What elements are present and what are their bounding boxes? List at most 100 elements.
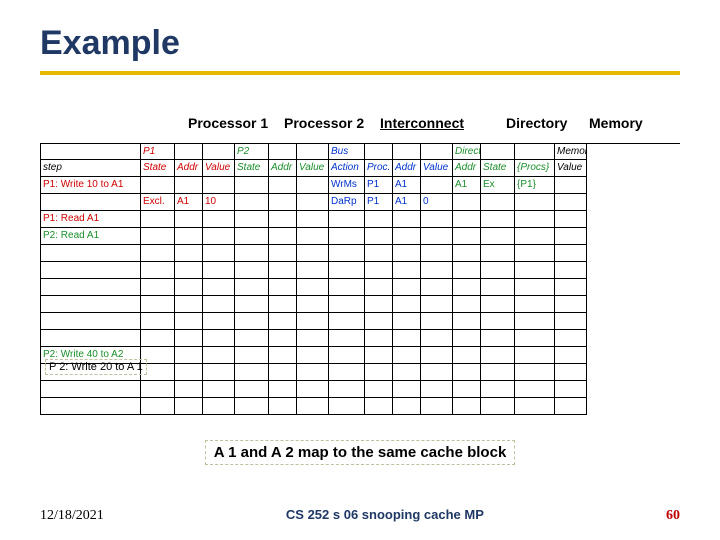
table-row: P2: Read A1 (41, 228, 680, 245)
cell: Ex (481, 177, 515, 194)
table-row (41, 262, 680, 279)
cell (515, 296, 555, 313)
cell (393, 330, 421, 347)
cell (203, 211, 235, 228)
cell (365, 364, 393, 381)
cell (297, 398, 329, 415)
cell (515, 228, 555, 245)
cell (297, 279, 329, 296)
cell (515, 398, 555, 415)
cell (515, 347, 555, 364)
hdr-blank (481, 144, 515, 160)
cell (203, 296, 235, 313)
slide-title: Example (40, 24, 680, 63)
cell-step: P1: Write 10 to A1 (41, 177, 141, 194)
cell (481, 245, 515, 262)
hcol-p2-addr: Addr (269, 160, 297, 177)
cell (421, 313, 453, 330)
table-header-row-2: step State Addr Value State Addr Value A… (41, 160, 680, 177)
cell (41, 313, 141, 330)
label-processor-1: Processor 1 (188, 115, 268, 131)
cell: Excl. (141, 194, 175, 211)
cell (329, 313, 365, 330)
cell (235, 381, 269, 398)
cell (481, 330, 515, 347)
cell (235, 330, 269, 347)
cell (453, 364, 481, 381)
cell (365, 398, 393, 415)
hcol-p1-state: State (141, 160, 175, 177)
cell (393, 381, 421, 398)
cell (175, 330, 203, 347)
hdr-p1: P1 (141, 144, 175, 160)
label-interconnect: Interconnect (380, 115, 464, 131)
cell (297, 194, 329, 211)
cell (175, 364, 203, 381)
cell (365, 211, 393, 228)
cell (421, 296, 453, 313)
cell (203, 364, 235, 381)
cell (365, 330, 393, 347)
cell (141, 279, 175, 296)
cell (297, 296, 329, 313)
hdr-dir: Directory (453, 144, 481, 160)
table-row: P1: Read A1 (41, 211, 680, 228)
cell (481, 194, 515, 211)
cell (421, 398, 453, 415)
cell: A1 (393, 177, 421, 194)
cell (555, 398, 587, 415)
cell (515, 211, 555, 228)
cell (555, 279, 587, 296)
cell (269, 194, 297, 211)
cell (235, 177, 269, 194)
cell (297, 347, 329, 364)
cell (175, 245, 203, 262)
footer-page: 60 (666, 508, 680, 524)
cell (453, 296, 481, 313)
table-row (41, 398, 680, 415)
cell (515, 364, 555, 381)
cell (329, 364, 365, 381)
cell (41, 330, 141, 347)
cell (235, 194, 269, 211)
cell (365, 296, 393, 313)
hcol-dir-state: State (481, 160, 515, 177)
cell (269, 262, 297, 279)
cell (453, 398, 481, 415)
cell (481, 398, 515, 415)
cell (41, 398, 141, 415)
cell (421, 262, 453, 279)
cell (297, 313, 329, 330)
cell (481, 296, 515, 313)
cell (41, 245, 141, 262)
cell (515, 279, 555, 296)
cell (481, 364, 515, 381)
table-row (41, 330, 680, 347)
table-row (41, 296, 680, 313)
cell (297, 245, 329, 262)
cell (453, 245, 481, 262)
cell (555, 381, 587, 398)
cell (141, 211, 175, 228)
hcol-p1-addr: Addr (175, 160, 203, 177)
cell (555, 194, 587, 211)
cell (269, 296, 297, 313)
cell (203, 347, 235, 364)
cell (421, 279, 453, 296)
cell: A1 (393, 194, 421, 211)
hcol-bus-value: Value (421, 160, 453, 177)
cell (203, 313, 235, 330)
cell (365, 313, 393, 330)
cell (175, 279, 203, 296)
cell (481, 347, 515, 364)
cell (329, 262, 365, 279)
hdr-blank (393, 144, 421, 160)
cell (453, 262, 481, 279)
cell (481, 228, 515, 245)
cell (297, 330, 329, 347)
cell (393, 228, 421, 245)
cell: A1 (453, 177, 481, 194)
cell (515, 245, 555, 262)
cell (555, 228, 587, 245)
cell (297, 262, 329, 279)
